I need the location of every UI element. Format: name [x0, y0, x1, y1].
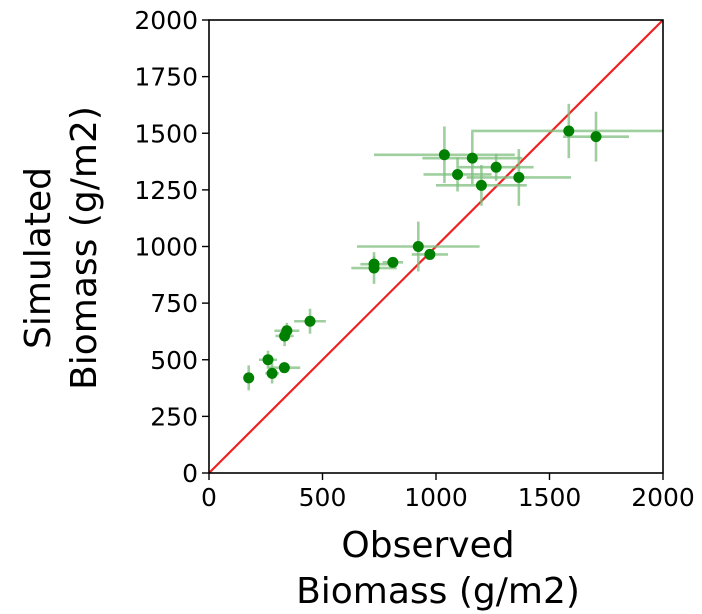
x-tick-label: 0	[201, 483, 217, 512]
data-point	[412, 241, 424, 252]
data-point	[368, 258, 380, 270]
y-tick-label: 1000	[134, 233, 198, 262]
data-point	[438, 149, 450, 161]
data-point	[387, 256, 399, 268]
data-point	[513, 171, 525, 183]
data-point	[452, 168, 464, 180]
data-point	[466, 152, 478, 164]
data-point	[262, 354, 274, 366]
data-point	[278, 362, 290, 374]
x-tick-label: 2000	[631, 483, 695, 512]
y-tick-label: 0	[182, 459, 198, 488]
y-axis-label-line-1: Simulated	[18, 167, 59, 349]
y-tick-label: 250	[150, 402, 198, 431]
data-point	[475, 179, 487, 191]
data-point	[424, 248, 436, 260]
data-point	[266, 367, 278, 379]
data-point	[304, 315, 316, 327]
data-point	[563, 125, 575, 137]
y-tick-label: 750	[150, 289, 198, 318]
y-tick-label: 1750	[134, 63, 198, 92]
x-tick-label: 1500	[518, 483, 582, 512]
y-tick-label: 2000	[134, 6, 198, 35]
data-point	[243, 372, 255, 384]
x-tick-label: 1000	[404, 483, 468, 512]
x-axis-label-line-2: Biomass (g/m2)	[296, 571, 580, 612]
y-tick-label: 500	[150, 346, 198, 375]
y-tick-label: 1500	[134, 119, 198, 148]
data-point	[281, 325, 293, 337]
data-point	[490, 161, 502, 173]
data-point	[590, 131, 602, 143]
x-axis-label-line-1: Observed	[341, 525, 514, 566]
y-tick-label: 1250	[134, 176, 198, 205]
x-tick-label: 500	[299, 483, 347, 512]
y-axis-label-line-2: Biomass (g/m2)	[64, 106, 105, 390]
